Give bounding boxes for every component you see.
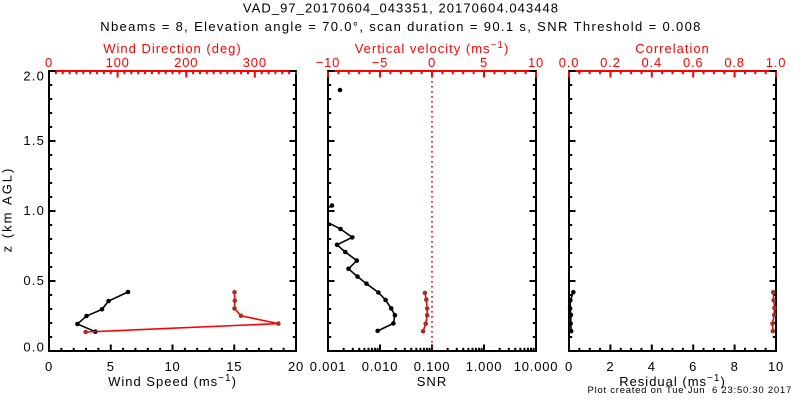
svg-text:0: 0 — [45, 359, 53, 374]
svg-text:15: 15 — [226, 359, 242, 374]
svg-text:Plot created on Tue Jun 6 23:: Plot created on Tue Jun 6 23:50:30 2017 — [588, 385, 792, 396]
svg-text:1.0: 1.0 — [23, 203, 45, 218]
svg-text:Wind Speed (ms−1): Wind Speed (ms−1) — [108, 373, 237, 389]
svg-text:1.5: 1.5 — [23, 133, 45, 148]
svg-text:Correlation: Correlation — [635, 41, 710, 56]
svg-text:10: 10 — [528, 55, 544, 70]
svg-text:20: 20 — [288, 359, 304, 374]
svg-text:0.8: 0.8 — [724, 55, 744, 70]
svg-text:0.2: 0.2 — [600, 55, 620, 70]
svg-text:2: 2 — [606, 359, 614, 374]
svg-text:0.100: 0.100 — [414, 359, 451, 374]
svg-text:0.4: 0.4 — [642, 55, 662, 70]
svg-text:10: 10 — [164, 359, 180, 374]
svg-text:0.001: 0.001 — [310, 359, 347, 374]
svg-text:200: 200 — [174, 55, 198, 70]
svg-text:10: 10 — [768, 359, 784, 374]
svg-text:1.0: 1.0 — [766, 55, 786, 70]
svg-text:Wind Direction (deg): Wind Direction (deg) — [103, 41, 242, 56]
svg-text:100: 100 — [106, 55, 130, 70]
svg-text:0.0: 0.0 — [559, 55, 579, 70]
svg-text:0: 0 — [45, 55, 53, 70]
svg-text:300: 300 — [243, 55, 267, 70]
svg-text:1.000: 1.000 — [466, 359, 503, 374]
svg-text:Residual (ms−1): Residual (ms−1) — [619, 373, 726, 389]
svg-text:0.0: 0.0 — [23, 340, 45, 355]
svg-text:Nbeams = 8, Elevation angle =: Nbeams = 8, Elevation angle = 70.0°, sca… — [100, 19, 702, 34]
svg-text:VAD_97_20170604_043351, 201706: VAD_97_20170604_043351, 20170604.043448 — [243, 1, 559, 16]
svg-text:2.0: 2.0 — [23, 69, 45, 84]
svg-text:0.010: 0.010 — [362, 359, 399, 374]
svg-text:−5: −5 — [372, 55, 388, 70]
svg-text:10.000: 10.000 — [514, 359, 559, 374]
svg-text:0: 0 — [565, 359, 573, 374]
svg-text:5: 5 — [480, 55, 488, 70]
svg-text:0.5: 0.5 — [23, 273, 45, 288]
svg-text:6: 6 — [689, 359, 697, 374]
svg-text:0.6: 0.6 — [683, 55, 703, 70]
svg-text:SNR: SNR — [417, 374, 447, 389]
svg-text:4: 4 — [648, 359, 656, 374]
svg-text:8: 8 — [731, 359, 739, 374]
svg-text:5: 5 — [107, 359, 115, 374]
svg-text:−10: −10 — [316, 55, 340, 70]
svg-text:Vertical velocity (ms−1): Vertical velocity (ms−1) — [355, 40, 510, 56]
svg-text:z (km AGL): z (km AGL) — [0, 167, 15, 253]
svg-text:0: 0 — [428, 55, 436, 70]
